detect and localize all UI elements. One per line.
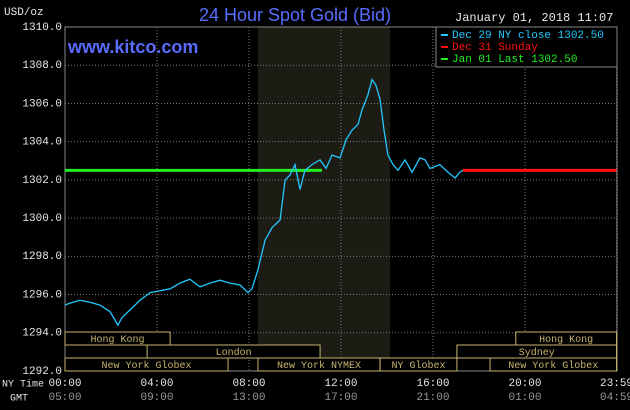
y-tick-label: 1294.0 [22,328,62,340]
timestamp: January 01, 2018 11:07 [455,11,613,25]
y-tick-label: 1292.0 [22,366,62,378]
session-label: New York Globex [508,360,598,372]
x2-tick-label: 17:00 [324,392,357,404]
x-tick-label: 12:00 [324,378,357,390]
session-bar [64,357,229,372]
x2-tick-label: 04:59 [600,392,630,404]
session-bar [146,344,321,359]
session-bar [64,331,171,346]
legend-label: Dec 31 Sunday [452,42,538,54]
x2-tick-label: 09:00 [140,392,173,404]
x-tick-label: 23:59 [600,378,630,390]
x-tick-label: 20:00 [508,378,541,390]
x-tick-label: 16:00 [416,378,449,390]
x2-tick-label: 01:00 [508,392,541,404]
y-tick-label: 1310.0 [22,22,62,34]
price-line [64,78,464,327]
y-tick-label: 1308.0 [22,60,62,72]
website: www.kitco.com [67,37,198,57]
session-label: London [216,347,252,359]
chart-title: 24 Hour Spot Gold (Bid) [199,5,391,25]
x-tick-label: 04:00 [140,378,173,390]
legend-label: Jan 01 Last 1302.50 [452,54,577,66]
y-tick-label: 1302.0 [22,175,62,187]
x2-label: GMT [10,394,28,405]
session-label: Hong Kong [91,335,145,346]
y-tick-label: 1304.0 [22,137,62,149]
session-label: New York NYMEX [277,360,361,372]
y-tick-label: 1298.0 [22,251,62,263]
session-label: Hong Kong [539,335,593,346]
y-tick-label: 1300.0 [22,213,62,225]
x-tick-label: 00:00 [48,378,81,390]
x-label: NY Time [2,379,44,391]
x2-tick-label: 21:00 [416,392,449,404]
x2-tick-label: 05:00 [48,392,81,404]
shaded-region [257,27,390,371]
legend-box [435,26,618,68]
y-unit: USD/oz [4,7,44,19]
session-bar [379,357,458,372]
x2-tick-label: 13:00 [232,392,265,404]
session-bar [489,357,618,372]
legend-label: Dec 29 NY close 1302.50 [452,30,604,42]
session-label: New York Globex [102,360,192,372]
session-label: NY Globex [392,360,446,372]
session-label: Sydney [519,347,555,359]
x-tick-label: 08:00 [232,378,265,390]
y-tick-label: 1306.0 [22,98,62,110]
y-tick-label: 1296.0 [22,289,62,301]
